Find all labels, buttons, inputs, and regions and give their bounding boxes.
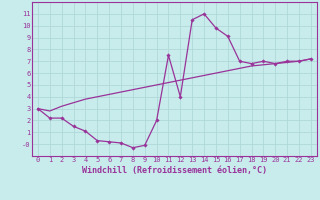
X-axis label: Windchill (Refroidissement éolien,°C): Windchill (Refroidissement éolien,°C) [82,166,267,175]
